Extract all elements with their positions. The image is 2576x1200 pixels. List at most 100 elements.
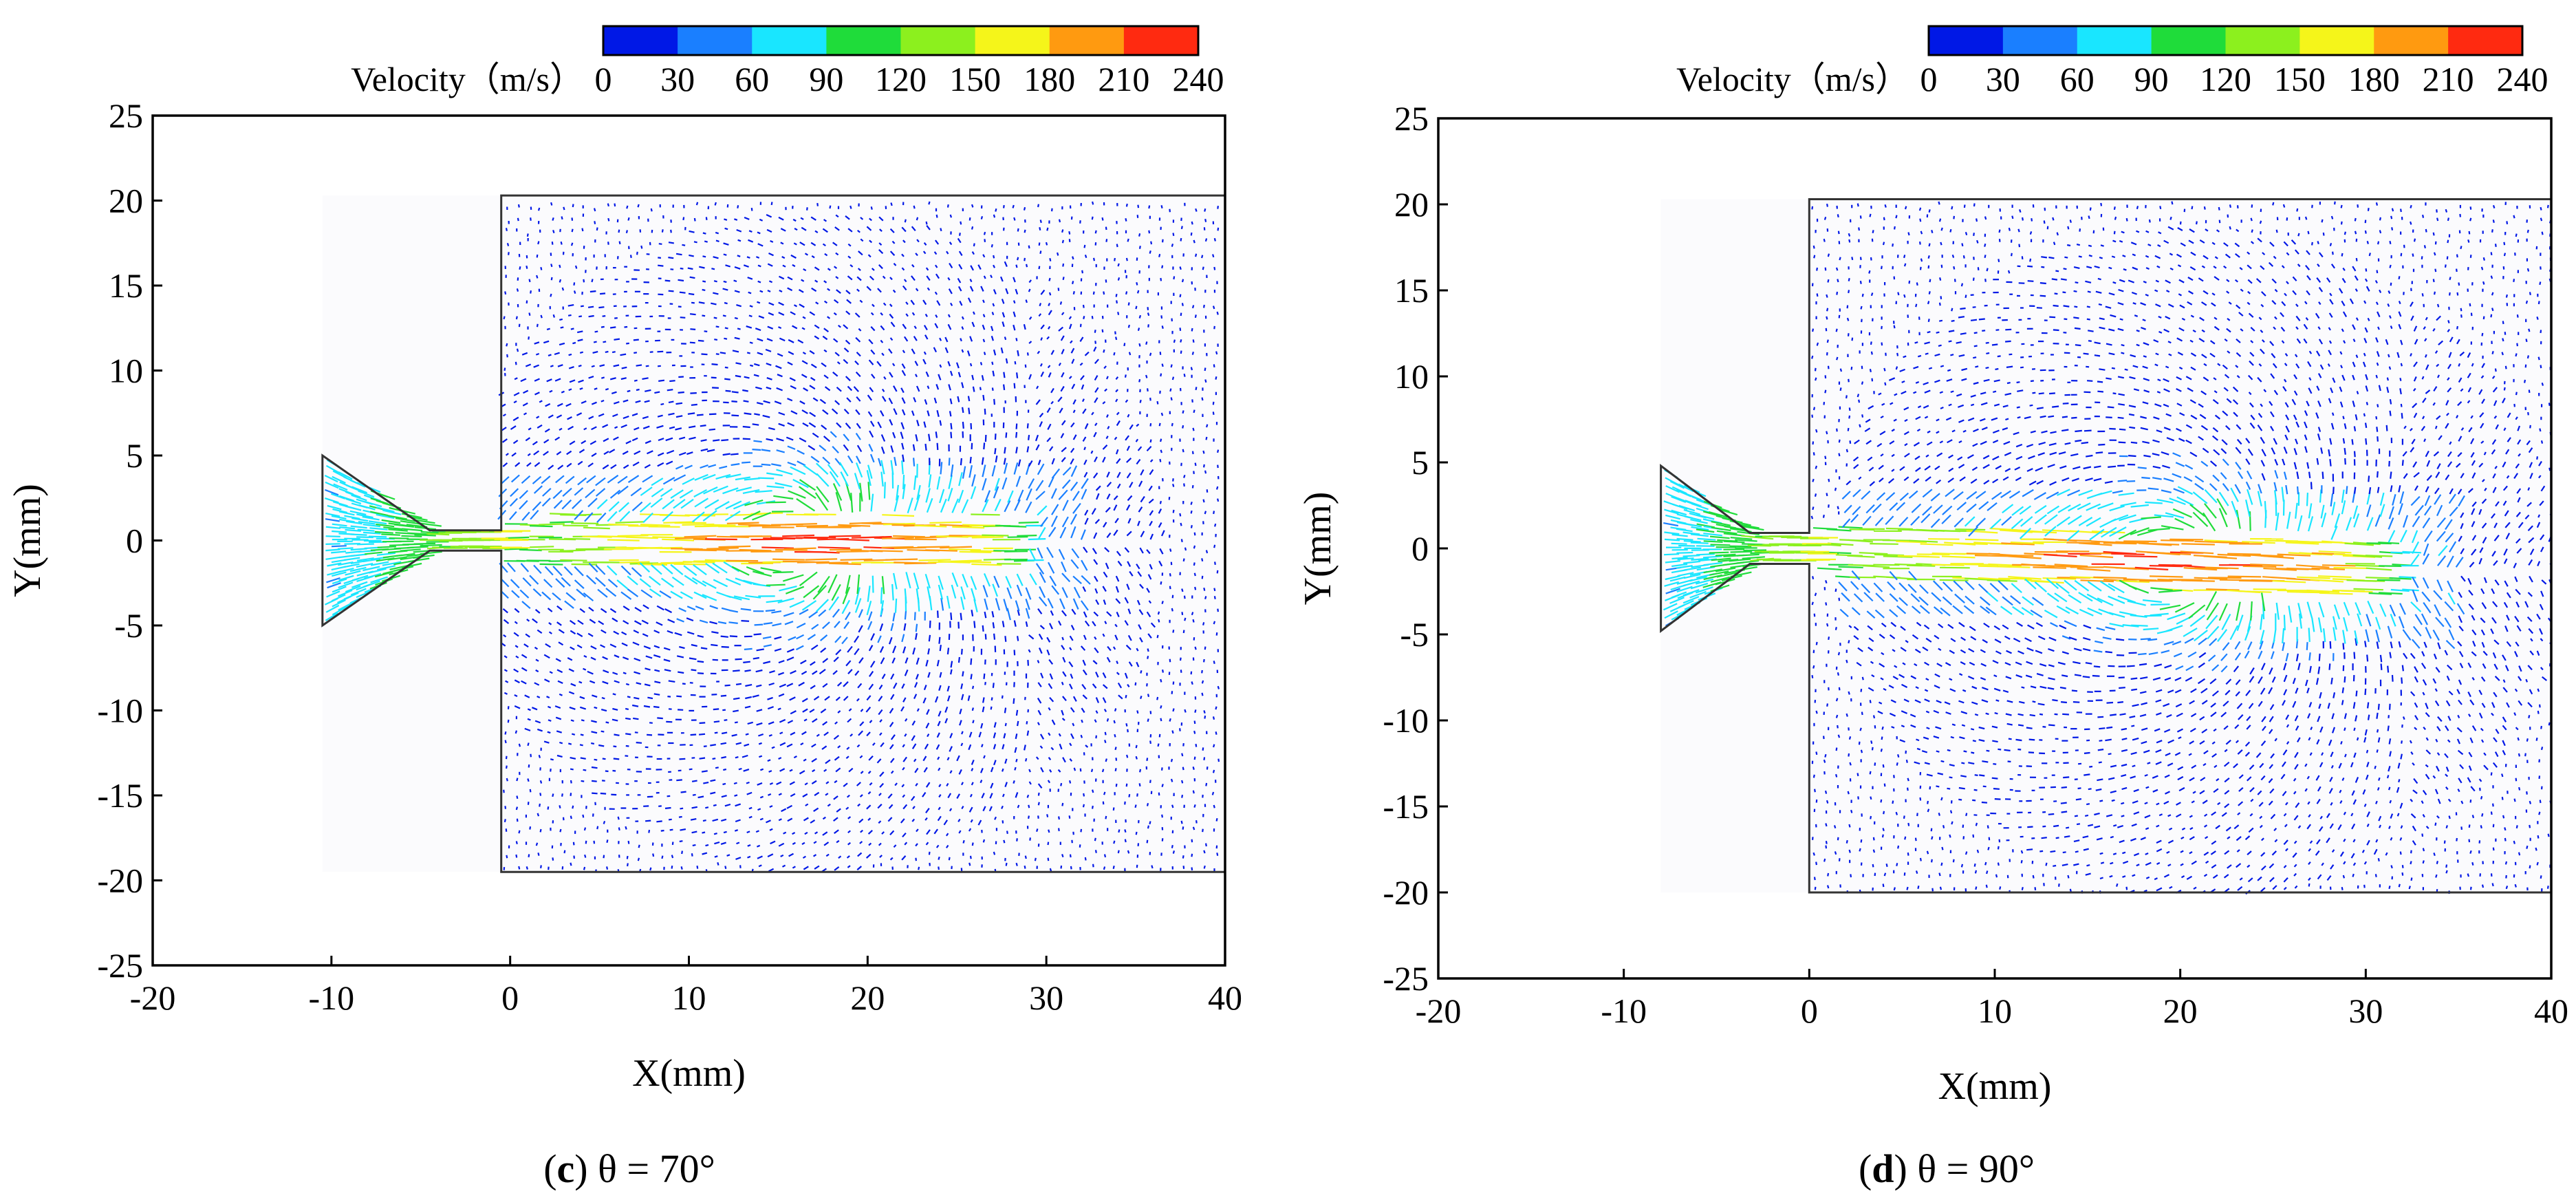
velocity-vector [1072, 409, 1076, 414]
velocity-vector [516, 348, 519, 352]
velocity-vector [934, 323, 939, 329]
velocity-vector [856, 444, 863, 453]
velocity-vector [733, 709, 739, 713]
velocity-vector [611, 718, 618, 722]
velocity-vector [345, 497, 362, 504]
velocity-vector [830, 431, 837, 438]
velocity-vector [1127, 729, 1129, 733]
velocity-vector [880, 312, 884, 316]
velocity-vector [703, 745, 707, 747]
velocity-vector [609, 489, 621, 499]
velocity-vector [619, 561, 650, 564]
velocity-vector [982, 478, 987, 491]
velocity-vector [766, 472, 783, 477]
velocity-vector [1204, 715, 1206, 719]
velocity-vector [846, 794, 850, 798]
velocity-vector [959, 708, 962, 715]
velocity-vector [1037, 660, 1040, 664]
velocity-vector [753, 374, 759, 377]
colorbar-segment [678, 26, 753, 55]
velocity-vector [649, 588, 662, 597]
velocity-vector [1193, 239, 1195, 244]
velocity-vector [1965, 538, 1999, 542]
velocity-vector [1973, 332, 1978, 334]
velocity-vector [1180, 522, 1182, 526]
velocity-vector [949, 411, 952, 417]
velocity-vector [675, 402, 683, 405]
velocity-vector [804, 782, 808, 786]
velocity-vector [934, 696, 939, 703]
velocity-vector [1212, 716, 1215, 720]
velocity-vector [993, 732, 997, 738]
velocity-vector [2008, 227, 2011, 231]
velocity-vector [1127, 608, 1132, 614]
velocity-vector [572, 499, 583, 509]
velocity-vector [1049, 673, 1054, 680]
velocity-vector [780, 228, 786, 232]
velocity-vector [868, 339, 874, 345]
velocity-vector [746, 831, 750, 834]
velocity-vector [1892, 676, 1898, 681]
velocity-vector [1115, 376, 1119, 381]
velocity-vector [346, 520, 362, 525]
velocity-vector [539, 793, 542, 796]
velocity-vector [1072, 399, 1076, 405]
velocity-vector [1868, 687, 1874, 692]
velocity-vector [2002, 476, 2009, 481]
velocity-vector [605, 588, 617, 597]
velocity-vector [833, 312, 837, 316]
velocity-vector [1939, 391, 1943, 394]
velocity-vector [620, 565, 631, 576]
velocity-vector [768, 868, 775, 872]
velocity-vector [1984, 255, 1987, 259]
velocity-vector [787, 361, 793, 366]
velocity-vector [1958, 354, 1965, 357]
velocity-vector [1838, 597, 1841, 601]
velocity-vector [1899, 368, 1905, 372]
velocity-vector [662, 538, 695, 542]
velocity-vector [1184, 709, 1187, 713]
velocity-vector [1910, 724, 1916, 728]
velocity-vector [1003, 525, 1027, 528]
velocity-vector [1079, 220, 1081, 224]
velocity-vector [859, 721, 865, 727]
velocity-vector [843, 444, 849, 451]
velocity-vector [1863, 565, 1890, 568]
velocity-vector [680, 498, 694, 509]
velocity-vector [757, 280, 761, 283]
velocity-vector [866, 601, 872, 616]
velocity-vector [1081, 600, 1089, 611]
velocity-vector [1880, 677, 1884, 681]
velocity-vector [1037, 350, 1041, 354]
velocity-vector [808, 422, 816, 428]
velocity-vector [759, 218, 764, 222]
velocity-vector [947, 361, 951, 367]
velocity-vector [1191, 612, 1194, 616]
velocity-vector [835, 276, 839, 279]
velocity-vector [1062, 277, 1065, 280]
velocity-vector [1909, 539, 1938, 543]
velocity-vector [724, 866, 727, 870]
velocity-vector [959, 301, 963, 306]
velocity-vector [1933, 580, 1943, 591]
velocity-vector [869, 661, 876, 668]
velocity-vector [1944, 701, 1951, 705]
velocity-vector [1217, 608, 1219, 612]
velocity-vector [1924, 465, 1931, 471]
velocity-vector [1126, 445, 1130, 451]
velocity-vector [2009, 491, 2020, 499]
velocity-vector [1082, 586, 1087, 592]
velocity-vector [400, 520, 421, 525]
velocity-vector [979, 387, 982, 391]
velocity-vector [768, 427, 775, 431]
velocity-vector [1061, 718, 1065, 721]
velocity-vector [1002, 768, 1004, 772]
velocity-vector [1072, 598, 1079, 610]
velocity-vector [993, 349, 997, 356]
velocity-vector [971, 321, 975, 328]
velocity-vector [946, 844, 949, 848]
velocity-vector [935, 314, 938, 318]
velocity-vector [1889, 440, 1895, 445]
velocity-vector [819, 669, 826, 675]
velocity-vector [1082, 398, 1085, 403]
